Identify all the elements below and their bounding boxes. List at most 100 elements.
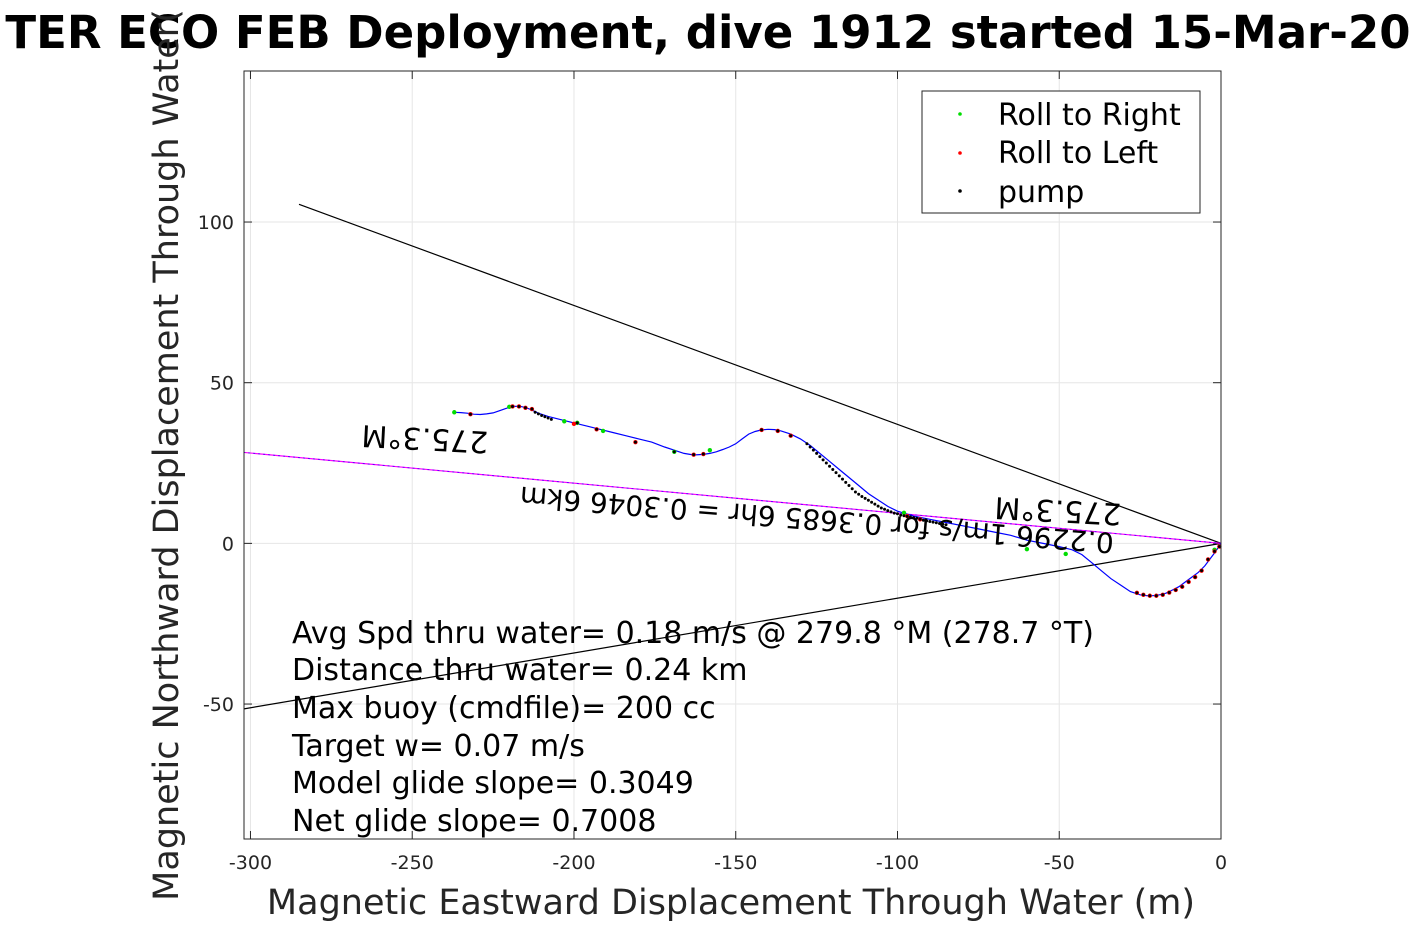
pump-point — [543, 415, 547, 419]
pump-point — [776, 429, 780, 433]
stat-target-w: Target w= 0.07 m/s — [291, 729, 585, 764]
roll-right-point — [507, 404, 512, 409]
pump-point — [1200, 569, 1204, 573]
pump-point — [821, 458, 825, 462]
x-tick-label: -300 — [229, 852, 272, 874]
pump-point — [840, 477, 844, 481]
pump-point — [1180, 585, 1184, 589]
x-tick-label: -100 — [876, 852, 919, 874]
y-tick-label: 0 — [222, 533, 234, 555]
pump-point — [837, 474, 841, 478]
y-tick-label: -50 — [203, 694, 234, 716]
stat-distance: Distance thru water= 0.24 km — [292, 653, 747, 688]
pump-point — [692, 453, 696, 457]
pump-point — [834, 471, 838, 475]
heading-lower-label: 275.3°M — [994, 489, 1122, 531]
plot-frame — [243, 70, 1222, 840]
y-tick-label: 50 — [210, 373, 234, 395]
pump-point — [672, 450, 676, 454]
pump-point — [899, 513, 903, 517]
pump-point — [701, 452, 705, 456]
pump-point — [1174, 588, 1178, 592]
bound-line — [298, 203, 1222, 544]
stats-text-block: Avg Spd thru water= 0.18 m/s @ 279.8 °M … — [291, 616, 1094, 839]
pump-point — [857, 492, 861, 496]
pump-point — [805, 442, 809, 446]
pump-point — [853, 490, 857, 494]
pump-point — [850, 487, 854, 491]
pump-point — [575, 421, 579, 425]
stat-avg-speed: Avg Spd thru water= 0.18 m/s @ 279.8 °M … — [292, 616, 1094, 651]
annotation-heading-upper: 275.3°M — [361, 417, 489, 459]
pump-point — [866, 498, 870, 502]
pump-point — [905, 514, 909, 518]
stat-max-buoy: Max buoy (cmdfile)= 200 cc — [292, 691, 716, 726]
pump-point — [1141, 593, 1145, 597]
pump-point — [468, 412, 472, 416]
pump-point — [873, 502, 877, 506]
pump-point — [549, 417, 553, 421]
pump-point — [944, 523, 948, 527]
axis-ticks: -300 -250 -200 -150 -100 -50 0 -50 0 50 100 — [198, 71, 1227, 874]
stat-model-glide-slope: Model glide slope= 0.3049 — [292, 766, 694, 801]
pump-point — [1217, 545, 1221, 549]
pump-point — [1167, 591, 1171, 595]
pump-point — [931, 520, 935, 524]
legend-marker-roll-right — [958, 112, 962, 116]
pump-point — [925, 519, 929, 523]
y-axis-label: Magnetic Northward Displacement Through … — [147, 9, 187, 901]
pump-point — [824, 461, 828, 465]
pump-point — [902, 514, 906, 518]
pump-point — [533, 410, 537, 414]
chart-title: TER ECO FEB Deployment, dive 1912 starte… — [5, 6, 1410, 59]
annotation-heading-lower: 275.3°M — [994, 489, 1122, 531]
pump-point — [928, 520, 932, 524]
legend-label-roll-right: Roll to Right — [998, 98, 1181, 133]
pump-point — [517, 404, 521, 408]
pump-point — [1135, 591, 1139, 595]
pump-point — [915, 516, 919, 520]
pump-point — [847, 484, 851, 488]
pump-point — [818, 455, 822, 459]
pump-point — [921, 518, 925, 522]
roll-right-point — [1063, 551, 1068, 557]
legend-label-pump: pump — [998, 175, 1084, 210]
pump-point — [883, 507, 887, 511]
pump-point — [1213, 549, 1217, 553]
pump-point — [815, 451, 819, 455]
pump-point — [895, 512, 899, 516]
pump-point — [879, 506, 883, 510]
track-markers — [452, 404, 1222, 598]
roll-right-point — [452, 410, 457, 415]
pump-point — [1148, 594, 1152, 598]
pump-point — [828, 464, 832, 468]
roll-right-point — [901, 510, 907, 516]
pump-point — [789, 434, 793, 438]
pump-point — [892, 511, 896, 515]
x-tick-label: -200 — [552, 852, 595, 874]
pump-point — [546, 416, 550, 420]
roll-right-point — [562, 419, 567, 424]
pump-point — [938, 521, 942, 525]
pump-point — [941, 522, 945, 526]
pump-point — [1154, 594, 1158, 598]
x-axis-label: Magnetic Eastward Displacement Through W… — [267, 883, 1195, 923]
pump-point — [876, 504, 880, 508]
x-tick-label: 0 — [1215, 852, 1227, 874]
legend-marker-pump — [958, 189, 962, 193]
pump-point — [760, 428, 764, 432]
pump-point — [918, 517, 922, 521]
roll-right-point — [707, 447, 713, 453]
pump-point — [831, 467, 835, 471]
pump-point — [523, 406, 527, 410]
reference-lines — [243, 203, 1222, 710]
mean-heading-line-overlay — [243, 451, 1222, 544]
legend-marker-roll-left — [958, 151, 962, 155]
pump-point — [912, 516, 916, 520]
pump-point — [595, 427, 599, 431]
pump-point — [540, 413, 544, 417]
pump-point — [811, 448, 815, 452]
pump-point — [808, 445, 812, 449]
y-axis-label-group: Magnetic Northward Displacement Through … — [147, 9, 187, 901]
